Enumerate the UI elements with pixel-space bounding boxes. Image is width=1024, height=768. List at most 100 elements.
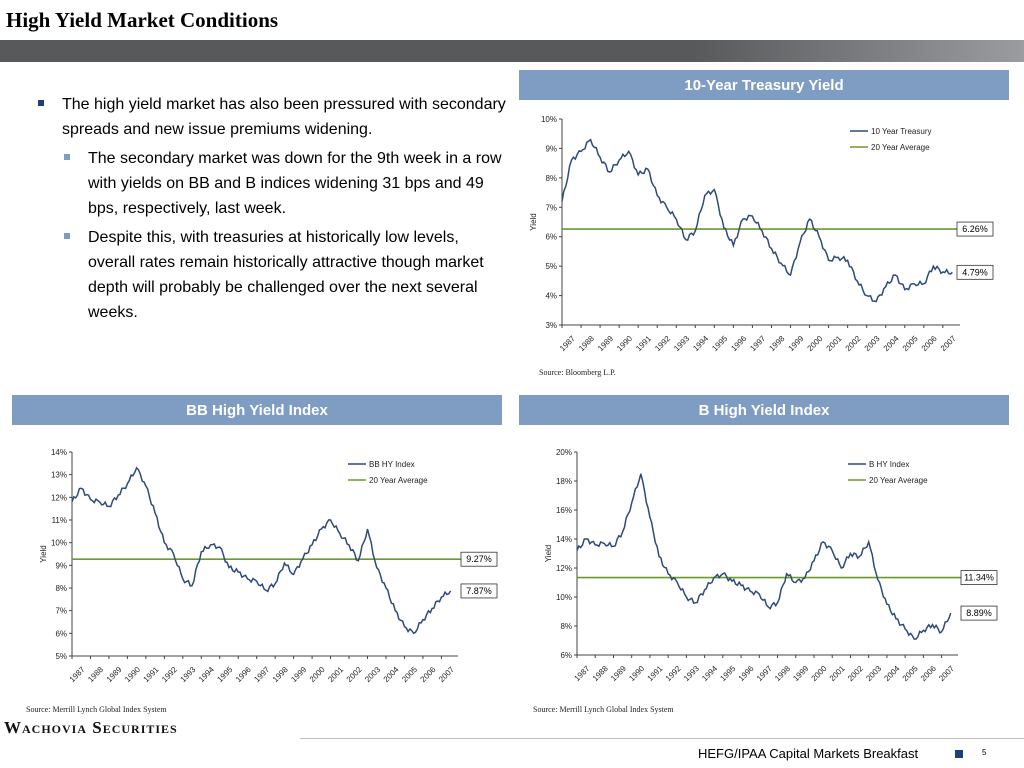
y-tick-label: 6%: [560, 651, 572, 660]
chart-source: Source: Bloomberg L.P.: [539, 368, 616, 377]
header-bar-fade: [694, 40, 1024, 62]
x-tick-label: 2002: [844, 334, 863, 353]
x-tick-label: 2004: [882, 334, 901, 353]
x-tick-label: 2002: [345, 665, 364, 684]
x-tick-label: 2007: [437, 665, 456, 684]
legend-series-label: B HY Index: [869, 460, 909, 469]
y-tick-label: 20%: [556, 448, 572, 457]
x-tick-label: 2004: [382, 665, 401, 684]
x-tick-label: 1997: [252, 665, 271, 684]
x-tick-label: 1993: [672, 334, 691, 353]
x-tick-label: 1991: [634, 334, 653, 353]
average-value-label: 6.26%: [962, 224, 988, 234]
footer-square-icon: [955, 750, 963, 758]
footer-divider: [300, 738, 1024, 739]
legend-average-label: 20 Year Average: [369, 476, 428, 485]
y-tick-label: 5%: [545, 262, 557, 271]
legend-series-label: 10 Year Treasury: [871, 127, 931, 136]
average-value-box: [460, 551, 498, 567]
x-tick-label: 1997: [755, 664, 774, 683]
x-tick-label: 1997: [748, 334, 767, 353]
y-tick-label: 12%: [51, 493, 67, 502]
x-tick-label: 1989: [105, 665, 124, 684]
series-line: [561, 138, 953, 303]
x-tick-label: 1990: [615, 334, 634, 353]
y-tick-label: 12%: [556, 564, 572, 573]
x-tick-label: 1988: [591, 664, 610, 683]
x-tick-label: 2003: [864, 664, 883, 683]
chart-source: Source: Merrill Lynch Global Index Syste…: [533, 705, 674, 714]
footer-event: HEFG/IPAA Capital Markets Breakfast: [698, 746, 919, 761]
x-tick-label: 2007: [939, 334, 958, 353]
legend-series-label: BB HY Index: [369, 460, 415, 469]
sub-bullet-text-1: The secondary market was down for the 9t…: [88, 150, 502, 217]
x-tick-label: 1987: [573, 664, 592, 683]
y-tick-label: 6%: [545, 233, 557, 242]
x-tick-label: 1996: [737, 664, 756, 683]
legend-average-label: 20 Year Average: [871, 143, 930, 152]
x-tick-label: 2002: [846, 664, 865, 683]
average-value-label: 9.27%: [466, 554, 492, 564]
y-tick-label: 3%: [545, 321, 557, 330]
x-tick-label: 1991: [142, 665, 161, 684]
bullet-list: The high yield market has also been pres…: [38, 92, 508, 325]
x-tick-label: 2006: [919, 664, 938, 683]
x-tick-label: 1995: [718, 664, 737, 683]
y-tick-label: 13%: [51, 471, 67, 480]
x-tick-label: 2005: [901, 664, 920, 683]
y-tick-label: 4%: [545, 292, 557, 301]
average-value-label: 11.34%: [964, 573, 994, 583]
x-tick-label: 2001: [326, 665, 345, 684]
series-line: [71, 466, 452, 635]
x-tick-label: 2003: [363, 665, 382, 684]
x-tick-label: 1990: [627, 664, 646, 683]
average-value-box: [956, 221, 994, 237]
x-tick-label: 1988: [577, 334, 596, 353]
x-tick-label: 1998: [773, 664, 792, 683]
x-tick-label: 1993: [179, 665, 198, 684]
x-tick-label: 1992: [653, 334, 672, 353]
x-tick-label: 1995: [215, 665, 234, 684]
chart-source: Source: Merrill Lynch Global Index Syste…: [26, 705, 167, 714]
x-tick-label: 2000: [806, 334, 825, 353]
x-tick-label: 1999: [787, 334, 806, 353]
x-tick-label: 1994: [700, 664, 719, 683]
last-value-box: [956, 264, 994, 280]
x-tick-label: 1996: [729, 334, 748, 353]
y-tick-label: 11%: [52, 516, 67, 525]
y-tick-label: 16%: [556, 506, 572, 515]
x-tick-label: 1999: [791, 664, 810, 683]
average-value-box: [960, 570, 998, 585]
x-tick-label: 1993: [682, 664, 701, 683]
y-tick-label: 14%: [556, 535, 572, 544]
x-tick-label: 1999: [289, 665, 308, 684]
x-tick-label: 1990: [123, 665, 142, 684]
bullet-text-main: The high yield market has also been pres…: [62, 96, 506, 138]
y-tick-label: 8%: [545, 174, 557, 183]
y-tick-label: 6%: [55, 629, 67, 638]
last-value-box: [960, 605, 998, 621]
x-tick-label: 1988: [86, 665, 105, 684]
last-value-label: 8.89%: [966, 608, 992, 618]
x-tick-label: 1987: [68, 665, 87, 684]
x-tick-label: 1994: [197, 665, 216, 684]
x-tick-label: 2001: [828, 664, 847, 683]
x-tick-label: 2007: [937, 664, 956, 683]
page-number: 5: [982, 748, 987, 757]
last-value-label: 7.87%: [466, 586, 492, 596]
y-axis-label: Yield: [39, 545, 48, 563]
x-tick-label: 1998: [767, 334, 786, 353]
y-tick-label: 18%: [556, 477, 572, 486]
x-tick-label: 2003: [863, 334, 882, 353]
wachovia-logo: Wachovia Securities: [4, 718, 178, 737]
x-tick-label: 1994: [691, 334, 710, 353]
x-tick-label: 1989: [596, 334, 615, 353]
bb-chart-title: BB High Yield Index: [12, 395, 502, 425]
sub-bullet-marker: [64, 154, 70, 160]
x-tick-label: 1987: [558, 334, 577, 353]
last-value-label: 4.79%: [962, 267, 988, 277]
x-tick-label: 1996: [234, 665, 253, 684]
y-axis-label: Yield: [544, 545, 553, 563]
